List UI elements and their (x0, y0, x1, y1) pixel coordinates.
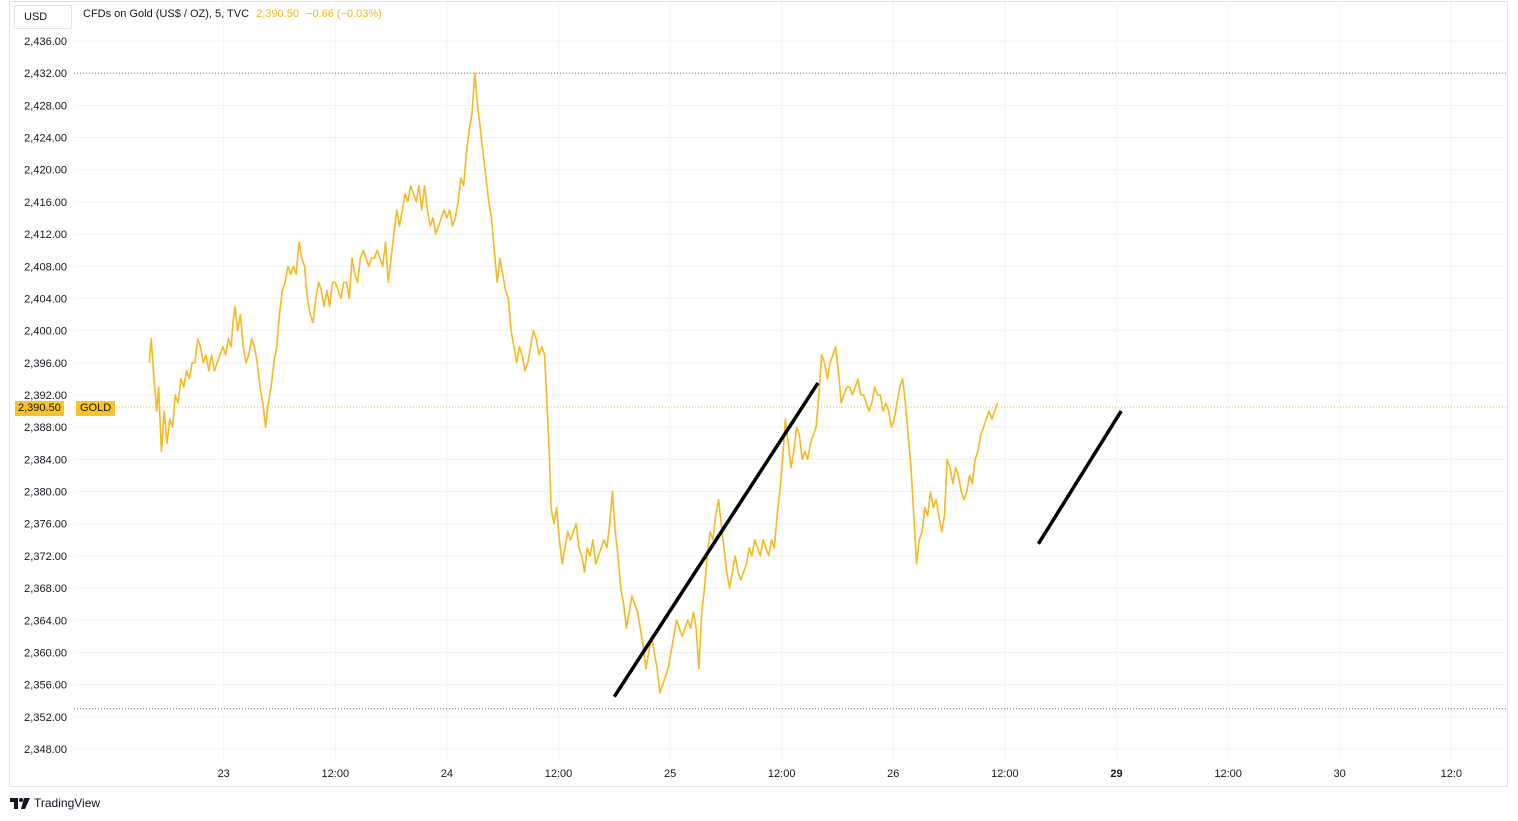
y-tick-label: 2,424.00 (24, 133, 67, 145)
last-price: 2,390.50 (256, 8, 299, 20)
x-tick-label: 12:00 (1214, 768, 1242, 780)
y-tick-label: 2,436.00 (24, 36, 67, 48)
y-tick-label: 2,428.00 (24, 100, 67, 112)
x-tick-label: 12:00 (991, 768, 1019, 780)
currency-selector[interactable]: USD (14, 5, 72, 29)
y-tick-label: 2,352.00 (24, 712, 67, 724)
x-tick-label: 25 (664, 768, 676, 780)
y-tick-label: 2,396.00 (24, 358, 67, 370)
price-series-line[interactable] (148, 72, 999, 694)
y-tick-label: 2,404.00 (24, 293, 67, 305)
chart-frame (9, 1, 1508, 787)
trendline[interactable] (612, 381, 820, 698)
y-tick-label: 2,380.00 (24, 487, 67, 499)
y-tick-label: 2,412.00 (24, 229, 67, 241)
x-tick-label: 12:0 (1441, 768, 1462, 780)
symbol-tag: GOLD (76, 401, 116, 416)
trendline[interactable] (1036, 410, 1123, 545)
y-tick-label: 2,392.00 (24, 390, 67, 402)
x-tick-label: 23 (218, 768, 230, 780)
y-tick-label: 2,408.00 (24, 261, 67, 273)
tradingview-attribution[interactable]: TradingView (10, 796, 100, 810)
y-tick-label: 2,400.00 (24, 326, 67, 338)
y-tick-label: 2,432.00 (24, 68, 67, 80)
x-tick-label: 30 (1334, 768, 1346, 780)
y-tick-label: 2,420.00 (24, 165, 67, 177)
x-tick-label: 26 (887, 768, 899, 780)
y-tick-label: 2,384.00 (24, 454, 67, 466)
y-tick-label: 2,376.00 (24, 519, 67, 531)
chart-legend: CFDs on Gold (US$ / OZ), 5, TVC 2,390.50… (83, 8, 382, 20)
price-change: −0.66 (−0.03%) (306, 8, 382, 20)
tradingview-logo-icon (10, 797, 30, 809)
y-tick-label: 2,416.00 (24, 197, 67, 209)
y-tick-label: 2,364.00 (24, 615, 67, 627)
brand-label: TradingView (34, 796, 101, 810)
y-tick-label: 2,360.00 (24, 647, 67, 659)
x-tick-label: 12:00 (322, 768, 350, 780)
x-tick-label: 12:00 (768, 768, 796, 780)
y-tick-label: 2,368.00 (24, 583, 67, 595)
x-tick-label: 12:00 (545, 768, 573, 780)
y-tick-label: 2,372.00 (24, 551, 67, 563)
y-tick-label: 2,388.00 (24, 422, 67, 434)
y-tick-label: 2,348.00 (24, 744, 67, 756)
x-tick-label: 24 (441, 768, 453, 780)
x-tick-label: 29 (1110, 768, 1122, 780)
symbol-name: CFDs on Gold (US$ / OZ), 5, TVC (83, 8, 250, 20)
y-tick-label: 2,356.00 (24, 680, 67, 692)
last-price-tag: 2,390.50 (15, 401, 64, 416)
